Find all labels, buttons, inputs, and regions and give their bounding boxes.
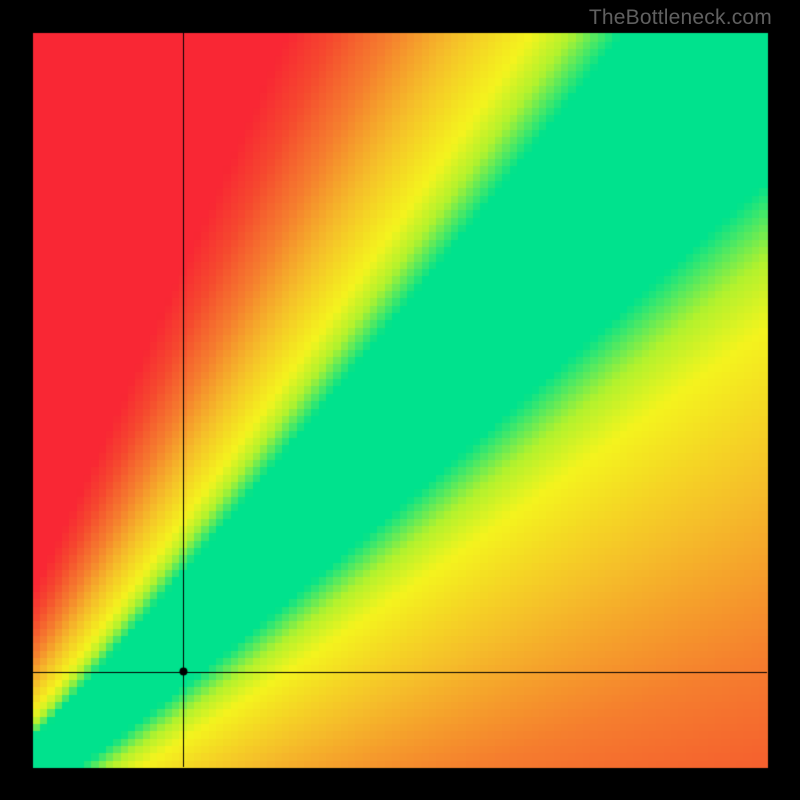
- watermark-text: TheBottleneck.com: [589, 6, 772, 30]
- heatmap-canvas: [0, 0, 800, 800]
- chart-container: TheBottleneck.com: [0, 0, 800, 800]
